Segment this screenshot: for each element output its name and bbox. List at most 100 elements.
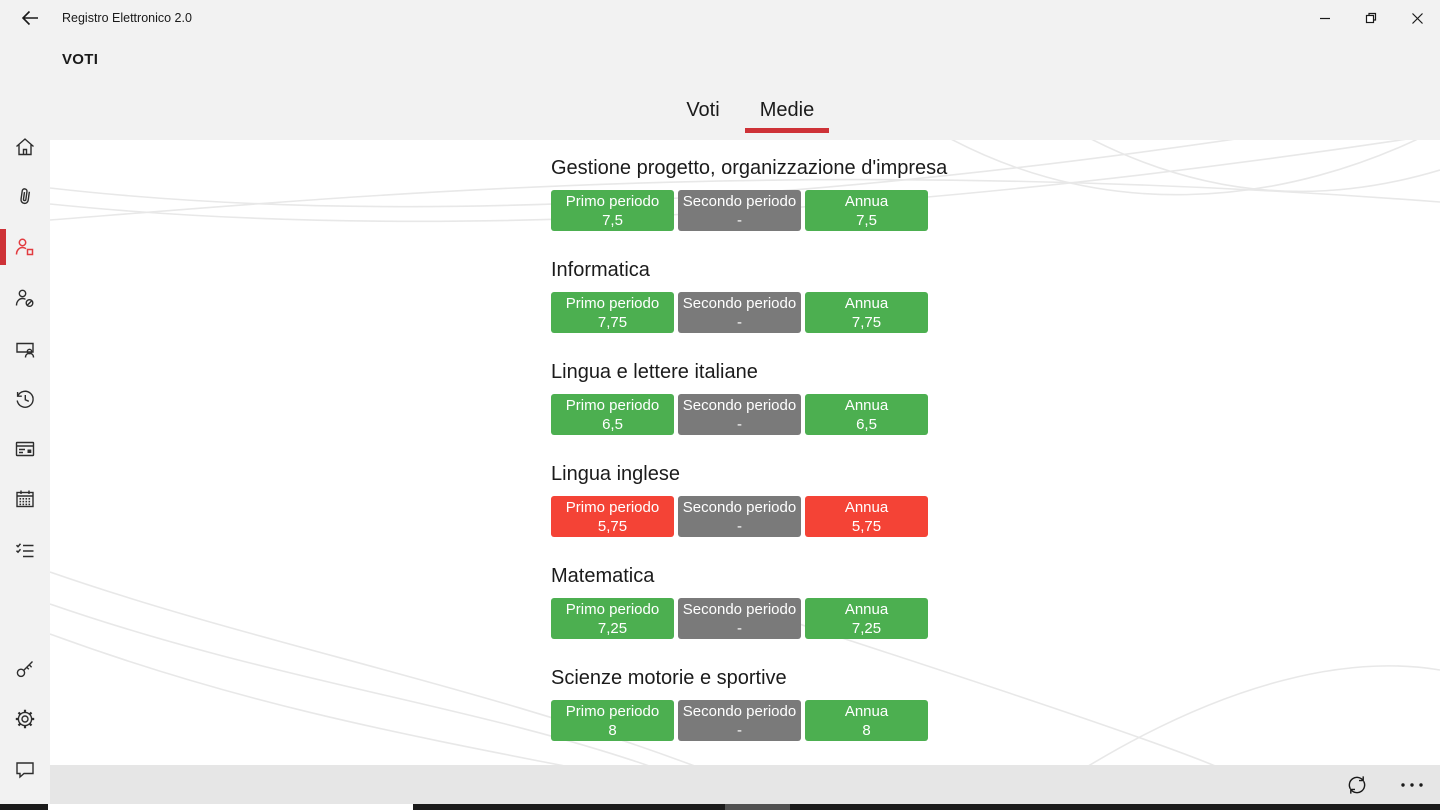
subject-name: Informatica — [551, 259, 650, 281]
close-button[interactable] — [1394, 0, 1440, 36]
tab-active-underline — [745, 128, 829, 133]
badge-secondo-periodo: Secondo periodo - — [678, 190, 801, 231]
titlebar: Registro Elettronico 2.0 — [0, 0, 1440, 36]
restore-icon — [1364, 11, 1378, 25]
app-title: Registro Elettronico 2.0 — [62, 11, 192, 25]
card-icon[interactable] — [13, 437, 37, 461]
badge-row: Primo periodo 6,5 Secondo periodo - Annu… — [551, 394, 1431, 435]
badge-label: Annua — [844, 600, 889, 618]
tab-medie-label: Medie — [759, 99, 815, 121]
badge-value: 5,75 — [597, 517, 628, 535]
badge-label: Primo periodo — [565, 294, 660, 312]
badge-value: 6,5 — [856, 415, 877, 433]
badge-annua: Annua 7,75 — [805, 292, 928, 333]
key-icon[interactable] — [13, 657, 37, 681]
badge-label: Annua — [844, 396, 889, 414]
subject-name: Gestione progetto, organizzazione d'impr… — [551, 157, 948, 179]
badge-primo-periodo: Primo periodo 7,75 — [551, 292, 674, 333]
badge-annua: Annua 8 — [805, 700, 928, 741]
calendar-icon[interactable] — [13, 487, 37, 511]
home-icon[interactable] — [13, 135, 37, 159]
badge-value: - — [737, 721, 742, 739]
board-person-icon[interactable] — [13, 337, 37, 361]
badge-value: 7,75 — [851, 313, 882, 331]
subject-row: Lingua inglese Primo periodo 5,75 Second… — [551, 446, 1431, 548]
badge-value: 7,5 — [602, 211, 623, 229]
badge-label: Secondo periodo — [682, 498, 797, 516]
refresh-button[interactable] — [1337, 768, 1377, 801]
badge-primo-periodo: Primo periodo 6,5 — [551, 394, 674, 435]
badge-annua: Annua 7,25 — [805, 598, 928, 639]
badge-value: 8 — [862, 721, 871, 739]
badge-label: Secondo periodo — [682, 396, 797, 414]
badge-value: 7,5 — [856, 211, 877, 229]
badge-value: - — [737, 211, 742, 229]
badge-secondo-periodo: Secondo periodo - — [678, 700, 801, 741]
badge-label: Primo periodo — [565, 498, 660, 516]
back-button[interactable] — [8, 0, 52, 36]
paperclip-icon[interactable] — [13, 185, 37, 209]
badge-row: Primo periodo 7,75 Secondo periodo - Ann… — [551, 292, 1431, 333]
badge-secondo-periodo: Secondo periodo - — [678, 496, 801, 537]
badge-value: 7,75 — [597, 313, 628, 331]
badge-value: - — [737, 313, 742, 331]
badge-row: Primo periodo 7,25 Secondo periodo - Ann… — [551, 598, 1431, 639]
badge-value: 5,75 — [851, 517, 882, 535]
more-button[interactable] — [1392, 768, 1432, 801]
tab-voti[interactable]: Voti — [661, 94, 745, 134]
checklist-icon[interactable] — [13, 538, 37, 562]
subject-list: Gestione progetto, organizzazione d'impr… — [551, 140, 1431, 752]
command-bar — [50, 765, 1440, 804]
subject-name: Lingua inglese — [551, 463, 680, 485]
badge-value: - — [737, 415, 742, 433]
badge-label: Primo periodo — [565, 600, 660, 618]
tab-voti-label: Voti — [686, 99, 720, 121]
badge-secondo-periodo: Secondo periodo - — [678, 394, 801, 435]
restore-button[interactable] — [1348, 0, 1394, 36]
minimize-icon — [1319, 12, 1331, 24]
badge-label: Secondo periodo — [682, 294, 797, 312]
bottom-scrollbar — [0, 804, 1440, 810]
badge-value: - — [737, 619, 742, 637]
subject-row: Gestione progetto, organizzazione d'impr… — [551, 140, 1431, 242]
subject-name: Lingua e lettere italiane — [551, 361, 758, 383]
subject-name: Scienze motorie e sportive — [551, 667, 787, 689]
back-arrow-icon — [19, 7, 41, 29]
close-icon — [1411, 12, 1424, 25]
window-controls — [1302, 0, 1440, 36]
badge-label: Annua — [844, 498, 889, 516]
history-icon[interactable] — [13, 387, 37, 411]
subject-row: Scienze motorie e sportive Primo periodo… — [551, 650, 1431, 752]
badge-primo-periodo: Primo periodo 7,25 — [551, 598, 674, 639]
badge-annua: Annua 6,5 — [805, 394, 928, 435]
sidebar — [0, 36, 50, 804]
tab-medie[interactable]: Medie — [745, 94, 829, 134]
badge-label: Primo periodo — [565, 396, 660, 414]
badge-value: - — [737, 517, 742, 535]
badge-value: 7,25 — [597, 619, 628, 637]
student-blocked-icon[interactable] — [13, 286, 37, 310]
badge-value: 6,5 — [602, 415, 623, 433]
subject-row: Lingua e lettere italiane Primo periodo … — [551, 344, 1431, 446]
tab-bar: Voti Medie — [50, 94, 1440, 134]
badge-label: Primo periodo — [565, 702, 660, 720]
scrollbar-thumb[interactable] — [725, 804, 790, 810]
badge-secondo-periodo: Secondo periodo - — [678, 292, 801, 333]
chat-icon[interactable] — [13, 757, 37, 781]
page-title: VOTI — [62, 51, 99, 68]
badge-primo-periodo: Primo periodo 7,5 — [551, 190, 674, 231]
badge-secondo-periodo: Secondo periodo - — [678, 598, 801, 639]
refresh-icon — [1344, 772, 1370, 798]
badge-label: Secondo periodo — [682, 600, 797, 618]
badge-label: Annua — [844, 294, 889, 312]
minimize-button[interactable] — [1302, 0, 1348, 36]
gear-icon[interactable] — [13, 707, 37, 731]
badge-annua: Annua 7,5 — [805, 190, 928, 231]
student-grades-icon[interactable] — [13, 235, 37, 259]
scrollbar-track-segment — [48, 804, 413, 810]
subject-name: Matematica — [551, 565, 655, 587]
content-panel: Gestione progetto, organizzazione d'impr… — [50, 140, 1440, 765]
badge-label: Primo periodo — [565, 192, 660, 210]
badge-row: Primo periodo 8 Secondo periodo - Annua … — [551, 700, 1431, 741]
